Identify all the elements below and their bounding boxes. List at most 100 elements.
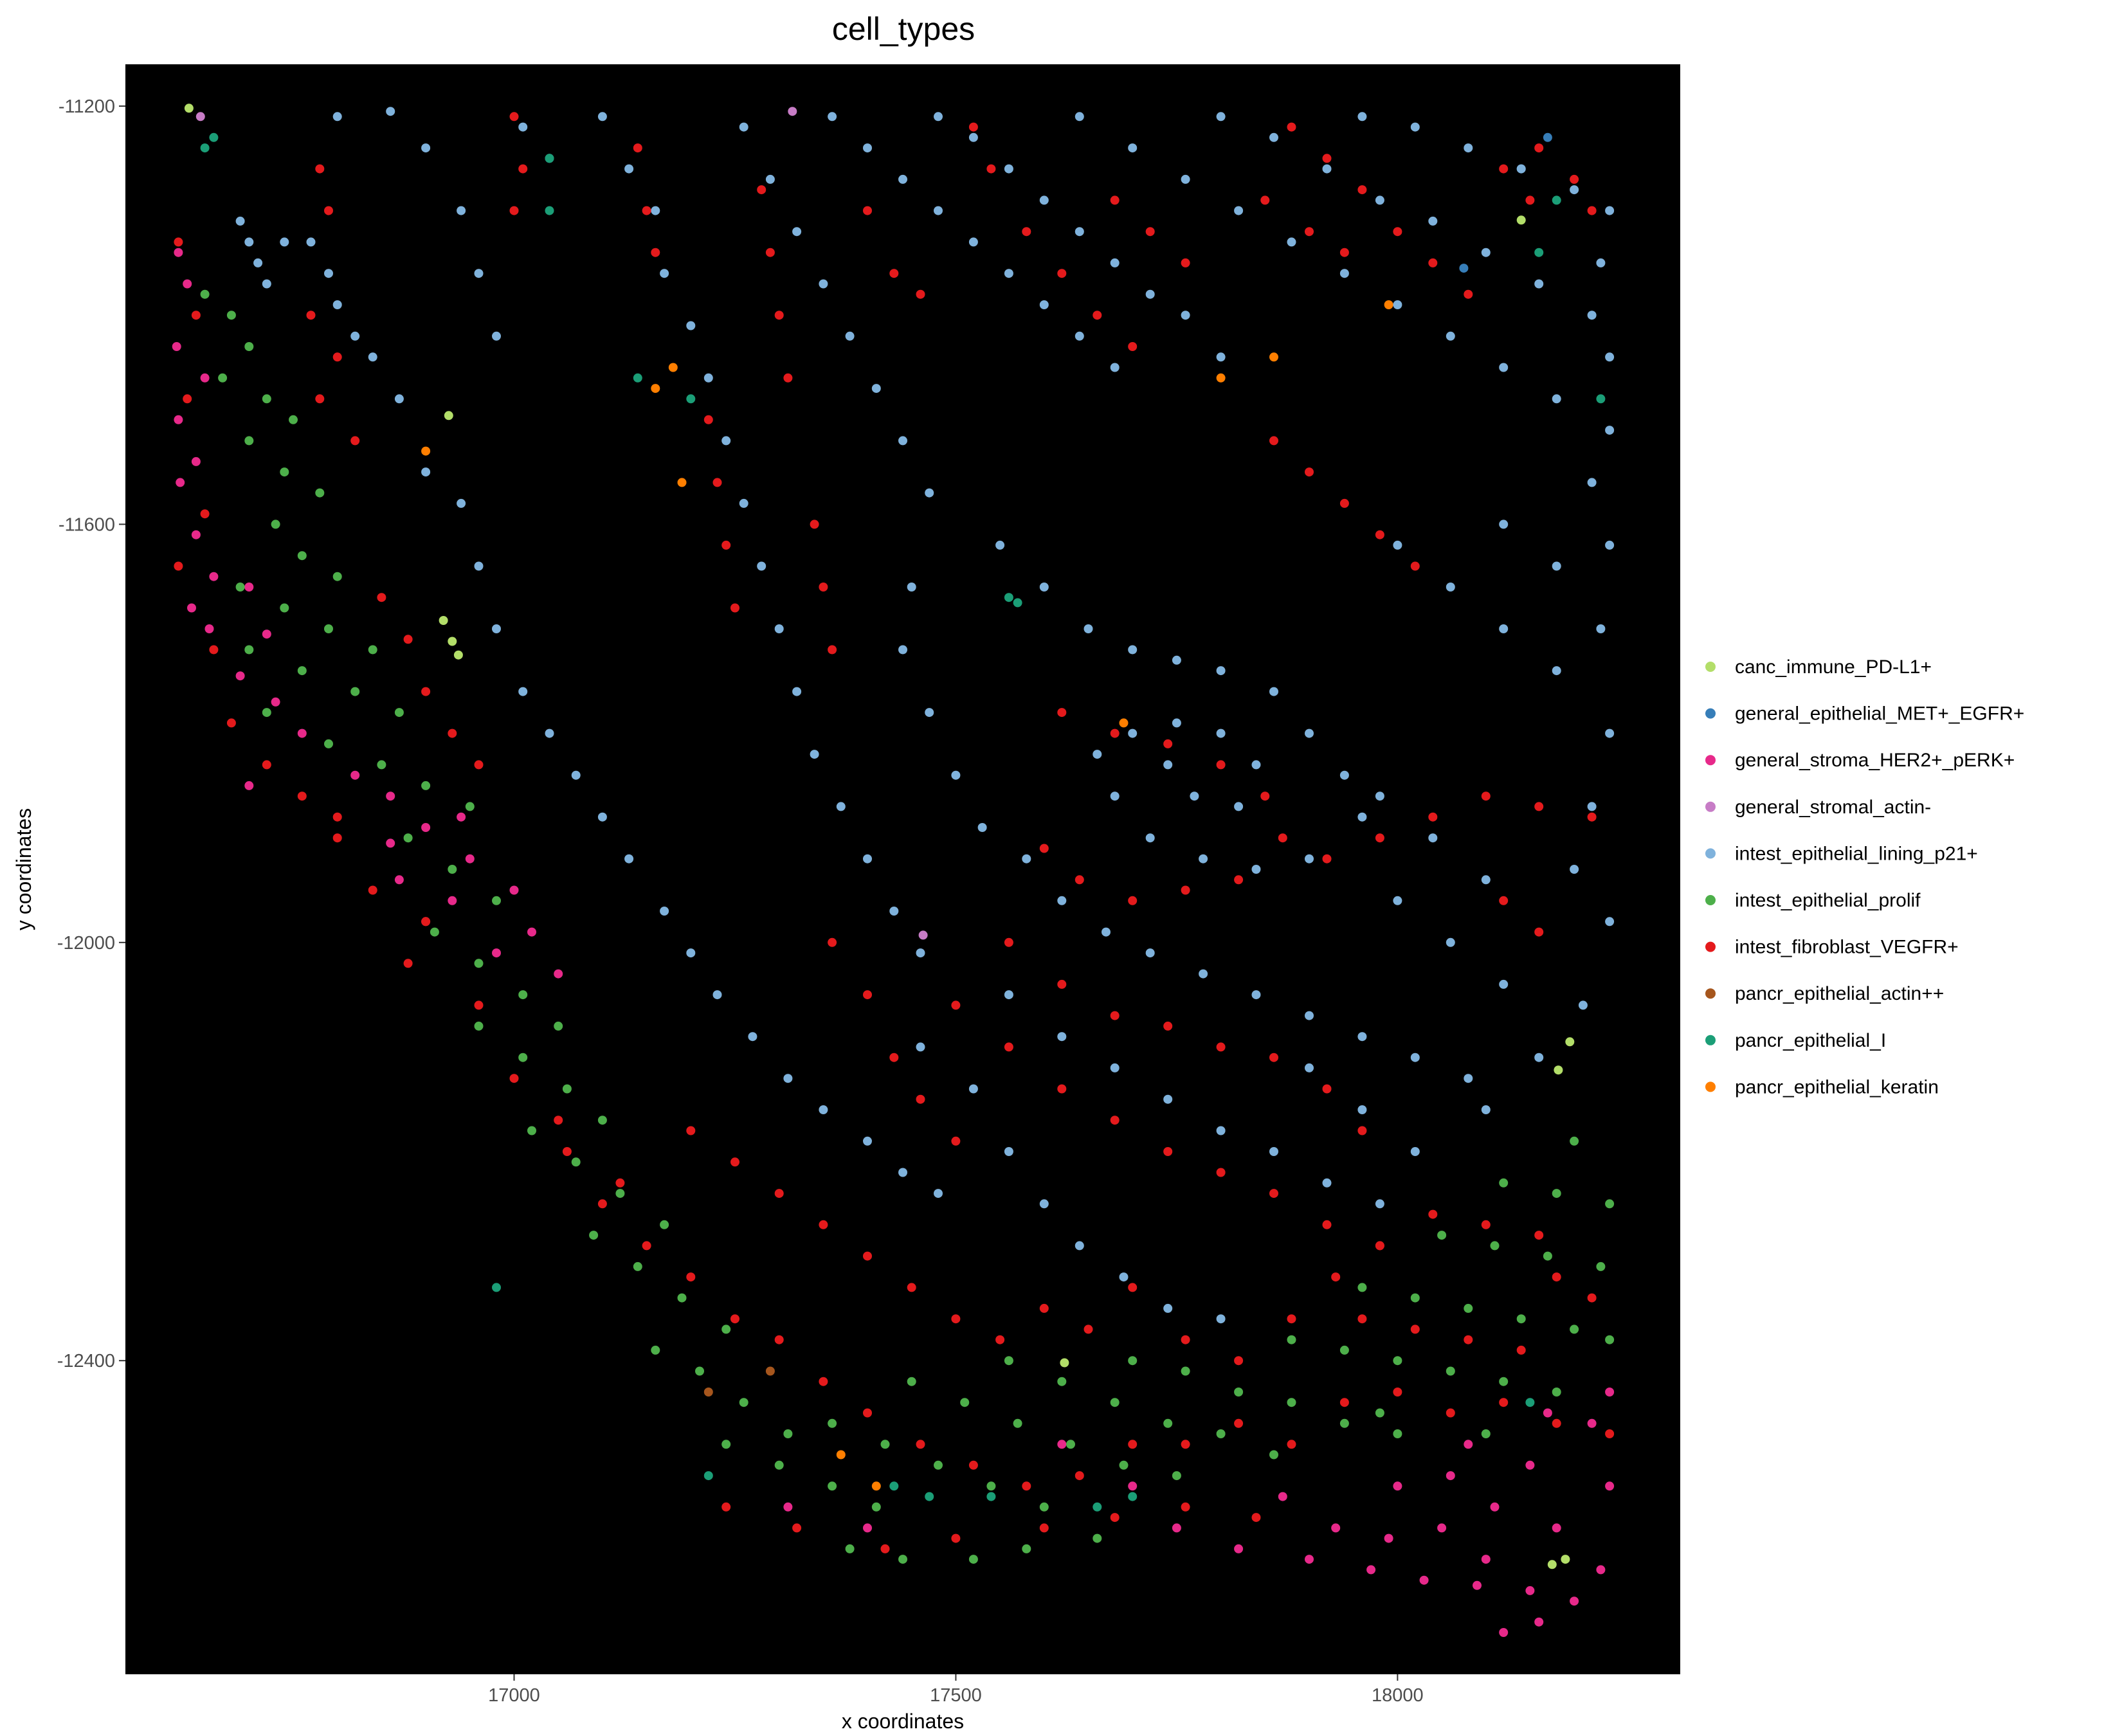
- data-point: [730, 1157, 739, 1167]
- data-point: [1499, 896, 1509, 905]
- data-point: [1128, 645, 1138, 655]
- data-point: [828, 1481, 837, 1491]
- data-point: [1543, 1251, 1552, 1261]
- data-point: [1587, 478, 1597, 487]
- data-point: [1075, 331, 1084, 341]
- data-point: [1375, 1199, 1384, 1209]
- data-point: [1084, 1325, 1093, 1334]
- data-point: [174, 248, 183, 257]
- data-point: [907, 1283, 916, 1292]
- data-point: [597, 812, 607, 822]
- data-point: [315, 164, 325, 174]
- data-point: [757, 561, 766, 571]
- data-point: [1570, 174, 1579, 184]
- data-point: [1128, 143, 1138, 153]
- data-point: [1163, 1303, 1173, 1313]
- data-point: [306, 311, 316, 320]
- data-point: [1216, 1042, 1226, 1052]
- data-point: [1605, 206, 1615, 215]
- data-point: [863, 1136, 872, 1146]
- data-point: [1305, 854, 1314, 863]
- data-point: [1459, 264, 1469, 273]
- data-point: [527, 927, 536, 937]
- data-point: [1216, 728, 1226, 738]
- data-point: [1128, 1283, 1138, 1292]
- data-point: [1464, 1074, 1473, 1083]
- points-layer: [172, 104, 1615, 1637]
- data-point: [1499, 979, 1509, 989]
- x-tick-label: 17500: [930, 1685, 982, 1706]
- legend-key: [1705, 895, 1716, 905]
- data-point: [1410, 1053, 1420, 1062]
- data-point: [968, 122, 978, 132]
- data-point: [1128, 1356, 1138, 1366]
- data-point: [916, 289, 925, 299]
- data-point: [1481, 248, 1491, 257]
- data-point: [721, 540, 731, 550]
- data-point: [1339, 770, 1349, 780]
- legend-label: general_stromal_actin-: [1735, 797, 1931, 818]
- data-point: [1181, 258, 1190, 267]
- data-point: [1534, 248, 1544, 257]
- x-tick-label: 18000: [1372, 1685, 1424, 1706]
- data-point: [1128, 896, 1138, 905]
- data-point: [200, 143, 210, 153]
- data-point: [1057, 1440, 1067, 1449]
- data-point: [1464, 143, 1473, 153]
- data-point: [1145, 289, 1155, 299]
- data-point: [1145, 833, 1155, 843]
- data-point: [677, 1293, 687, 1303]
- data-point: [554, 969, 563, 979]
- series-7: [703, 1366, 775, 1397]
- data-point: [1587, 206, 1597, 215]
- data-point: [739, 1398, 748, 1407]
- data-point: [1490, 1241, 1500, 1251]
- legend-key: [1705, 1081, 1716, 1092]
- data-point: [492, 948, 501, 958]
- data-point: [1119, 1272, 1129, 1282]
- data-point: [1128, 728, 1138, 738]
- data-point: [332, 812, 342, 822]
- data-point: [444, 411, 453, 420]
- series-3: [195, 107, 928, 940]
- data-point: [1039, 1199, 1049, 1209]
- data-point: [836, 1450, 846, 1460]
- data-point: [1216, 352, 1226, 362]
- data-point: [1446, 1471, 1455, 1481]
- data-point: [1339, 1418, 1349, 1428]
- data-point: [995, 1335, 1005, 1344]
- data-point: [1410, 1147, 1420, 1156]
- data-point: [1428, 1209, 1438, 1219]
- data-point: [1605, 1388, 1615, 1397]
- data-point: [1339, 248, 1349, 257]
- data-point: [297, 791, 307, 801]
- data-point: [421, 823, 431, 832]
- data-point: [1163, 1147, 1173, 1156]
- data-point: [651, 206, 660, 215]
- data-point: [1339, 498, 1349, 508]
- data-point: [1490, 1502, 1500, 1512]
- data-point: [1570, 185, 1579, 195]
- data-point: [518, 687, 528, 696]
- data-point: [1039, 195, 1049, 205]
- data-point: [898, 436, 907, 446]
- data-point: [262, 629, 271, 639]
- data-point: [244, 237, 254, 247]
- data-point: [176, 478, 185, 487]
- data-point: [1605, 1481, 1615, 1491]
- data-point: [174, 415, 183, 424]
- data-point: [1393, 540, 1402, 550]
- data-point: [1022, 1481, 1031, 1491]
- data-point: [554, 1021, 563, 1031]
- data-point: [1022, 227, 1031, 237]
- series-9: [421, 300, 1393, 1491]
- data-point: [1596, 258, 1606, 267]
- data-point: [204, 624, 214, 633]
- data-point: [439, 616, 448, 625]
- data-point: [1057, 1032, 1067, 1042]
- data-point: [1375, 833, 1384, 843]
- legend-label: canc_immune_PD-L1+: [1735, 656, 1932, 678]
- data-point: [1119, 718, 1129, 728]
- data-point: [1499, 164, 1509, 174]
